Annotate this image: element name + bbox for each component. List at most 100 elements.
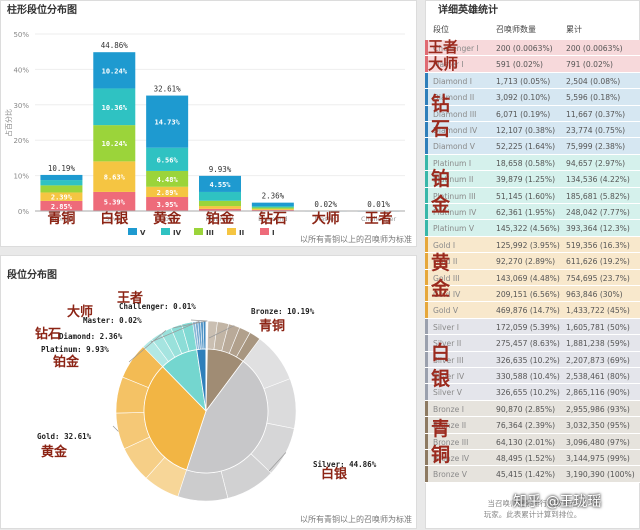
tier-color-bar [425, 434, 428, 449]
bar-segment-label: 10.24% [102, 140, 128, 148]
bar-segment-label: 4.48% [157, 176, 179, 184]
hand-label-platinum-2: 金 [431, 196, 450, 215]
bar-segment [252, 203, 294, 206]
hand-label-diamond: 钻石 [259, 210, 287, 227]
cell-cumulative: 3,032,350 (95%) [566, 421, 630, 430]
legend-swatch [128, 228, 137, 235]
cell-cumulative: 248,042 (7.77%) [566, 208, 630, 217]
hand-label-silver-2: 银 [431, 370, 450, 389]
cell-cumulative: 393,364 (12.3%) [566, 224, 630, 233]
header-count: 召唤师数量 [496, 24, 536, 35]
bar-total-label: 2.36% [262, 192, 285, 201]
cell-count: 51,145 (1.60%) [496, 192, 555, 201]
cell-count: 143,069 (4.48%) [496, 274, 560, 283]
bar-segment [252, 209, 294, 210]
tier-color-bar [425, 106, 428, 121]
legend-swatch [194, 228, 203, 235]
cell-cumulative: 11,667 (0.37%) [566, 110, 625, 119]
watermark: 知乎 @王珑瑶 [513, 491, 601, 511]
cell-count: 172,059 (5.39%) [496, 323, 560, 332]
legend-swatch [227, 228, 236, 235]
cell-count: 209,151 (6.56%) [496, 290, 560, 299]
cell-cumulative: 1,433,722 (45%) [566, 306, 630, 315]
table-header: 段位 召唤师数量 累计 [425, 22, 640, 38]
cell-cumulative: 963,846 (30%) [566, 290, 623, 299]
hand-label-gold-2: 金 [431, 280, 450, 299]
cell-tier: Diamond V [433, 142, 475, 151]
legend-label: V [140, 229, 146, 237]
pie-label-gold: Gold: 32.61% [37, 432, 92, 441]
bar-segment-label: 8.63% [104, 174, 126, 182]
bar-segment [40, 185, 82, 192]
pie-chart-note: 以所有青铜以上的召唤师为标准 [300, 514, 412, 525]
cell-cumulative: 3,190,390 (100%) [566, 470, 635, 479]
table-row: Platinum V 145,322 (4.56%) 393,364 (12.3%) [425, 220, 640, 236]
cell-count: 591 (0.02%) [496, 60, 543, 69]
cell-count: 3,092 (0.10%) [496, 93, 550, 102]
hand-label-platinum: 铂金 [206, 210, 235, 227]
cell-count: 64,130 (2.01%) [496, 438, 555, 447]
hand-label-gold: 黄金 [153, 210, 182, 227]
tier-color-bar [425, 450, 428, 465]
tier-color-bar [425, 253, 428, 268]
cell-count: 1,713 (0.05%) [496, 77, 550, 86]
hand-label-master: 大师 [428, 57, 458, 72]
tier-color-bar [425, 302, 428, 317]
cell-cumulative: 23,774 (0.75%) [566, 126, 625, 135]
tier-color-bar [425, 188, 428, 203]
hand-label-master: 大师 [312, 210, 340, 227]
bar-segment [252, 207, 294, 208]
bar-segment-label: 2.89% [157, 189, 179, 197]
bar-total-label: 32.61% [154, 85, 182, 94]
tier-color-bar [425, 384, 428, 399]
cell-cumulative: 754,695 (23.7%) [566, 274, 630, 283]
tier-color-bar [425, 352, 428, 367]
cell-cumulative: 200 (0.0063%) [566, 44, 623, 53]
cell-cumulative: 75,999 (2.38%) [566, 142, 625, 151]
legend-label: IV [173, 229, 182, 237]
bar-segment-label: 5.39% [104, 198, 126, 206]
bar-chart: 0%10%20%30%40%50%占百分比2.85%2.39%10.19%Bro… [1, 1, 418, 248]
bar-segment [40, 180, 82, 185]
pie-label-bronze: Bronze: 10.19% [251, 307, 315, 316]
bar-segment-label: 2.85% [51, 203, 73, 211]
cell-cumulative: 2,504 (0.08%) [566, 77, 620, 86]
legend-swatch [161, 228, 170, 235]
cell-count: 326,655 (10.2%) [496, 388, 560, 397]
bar-total-label: 0.02% [314, 200, 337, 209]
tier-color-bar [425, 220, 428, 235]
cell-count: 275,457 (8.63%) [496, 339, 560, 348]
bar-segment-label: 2.39% [51, 194, 73, 202]
cell-tier: Platinum I [433, 159, 471, 168]
hand-label-silver: 白银 [321, 466, 348, 482]
hand-label-gold-1: 黄 [431, 254, 450, 273]
bar-segment [199, 192, 241, 201]
hand-label-master: 大师 [67, 304, 93, 320]
legend-label: III [206, 229, 214, 237]
tier-color-bar [425, 122, 428, 137]
cell-tier: Platinum V [433, 224, 474, 233]
cell-count: 330,588 (10.4%) [496, 372, 560, 381]
bar-segment [40, 175, 82, 180]
y-tick-label: 20% [13, 137, 29, 145]
legend-label: II [239, 229, 244, 237]
bar-total-label: 44.86% [101, 41, 129, 50]
y-tick-label: 10% [13, 173, 29, 181]
cell-cumulative: 3,096,480 (97%) [566, 438, 630, 447]
cell-count: 145,322 (4.56%) [496, 224, 560, 233]
tier-color-bar [425, 138, 428, 153]
cell-count: 45,415 (1.42%) [496, 470, 555, 479]
